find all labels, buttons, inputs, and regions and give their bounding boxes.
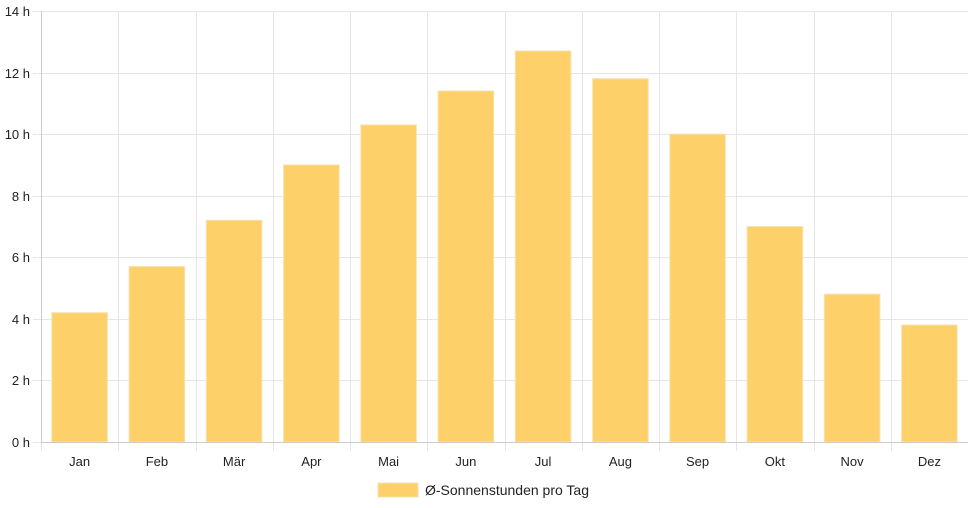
y-tick-label: 12 h xyxy=(5,66,30,81)
bar-jul xyxy=(514,50,572,443)
y-tick-label: 10 h xyxy=(5,127,30,142)
bar-apr xyxy=(283,164,340,443)
y-tick-label: 6 h xyxy=(12,250,30,265)
x-tick-label: Nov xyxy=(841,454,865,469)
bar-mai xyxy=(360,124,417,443)
grid-lines xyxy=(33,11,968,451)
x-tick-label: Okt xyxy=(765,454,786,469)
y-tick-label: 2 h xyxy=(12,373,30,388)
bar-nov xyxy=(823,293,881,443)
bar-sep xyxy=(669,133,726,443)
x-tick-label: Aug xyxy=(609,454,632,469)
x-tick-label: Mär xyxy=(223,454,246,469)
x-tick-label: Dez xyxy=(918,454,941,469)
bars xyxy=(51,50,958,443)
bar-okt xyxy=(746,226,804,443)
bar-aug xyxy=(592,78,649,443)
x-tick-label: Apr xyxy=(301,454,322,469)
bar-jun xyxy=(437,90,495,443)
x-tick-label: Feb xyxy=(146,454,168,469)
x-tick-label: Jul xyxy=(535,454,552,469)
legend-swatch xyxy=(377,482,419,498)
y-tick-label: 8 h xyxy=(12,189,30,204)
axes: 0 h 2 h 4 h 6 h 8 h 10 h 12 h 14 h Jan Feb Mär Apr M… xyxy=(5,4,968,469)
x-tick-label: Jun xyxy=(455,454,476,469)
y-tick-label: 0 h xyxy=(12,435,30,450)
bar-mär xyxy=(205,219,263,443)
y-tick-label: 4 h xyxy=(12,312,30,327)
y-tick-label: 14 h xyxy=(5,4,30,19)
x-tick-label: Sep xyxy=(686,454,709,469)
bar-jan xyxy=(51,312,108,443)
bar-feb xyxy=(128,266,186,443)
x-tick-label: Mai xyxy=(378,454,399,469)
x-tick-label: Jan xyxy=(69,454,90,469)
legend: Ø-Sonnenstunden pro Tag xyxy=(377,482,589,498)
bar-dez xyxy=(901,324,958,443)
legend-label: Ø-Sonnenstunden pro Tag xyxy=(425,482,589,498)
